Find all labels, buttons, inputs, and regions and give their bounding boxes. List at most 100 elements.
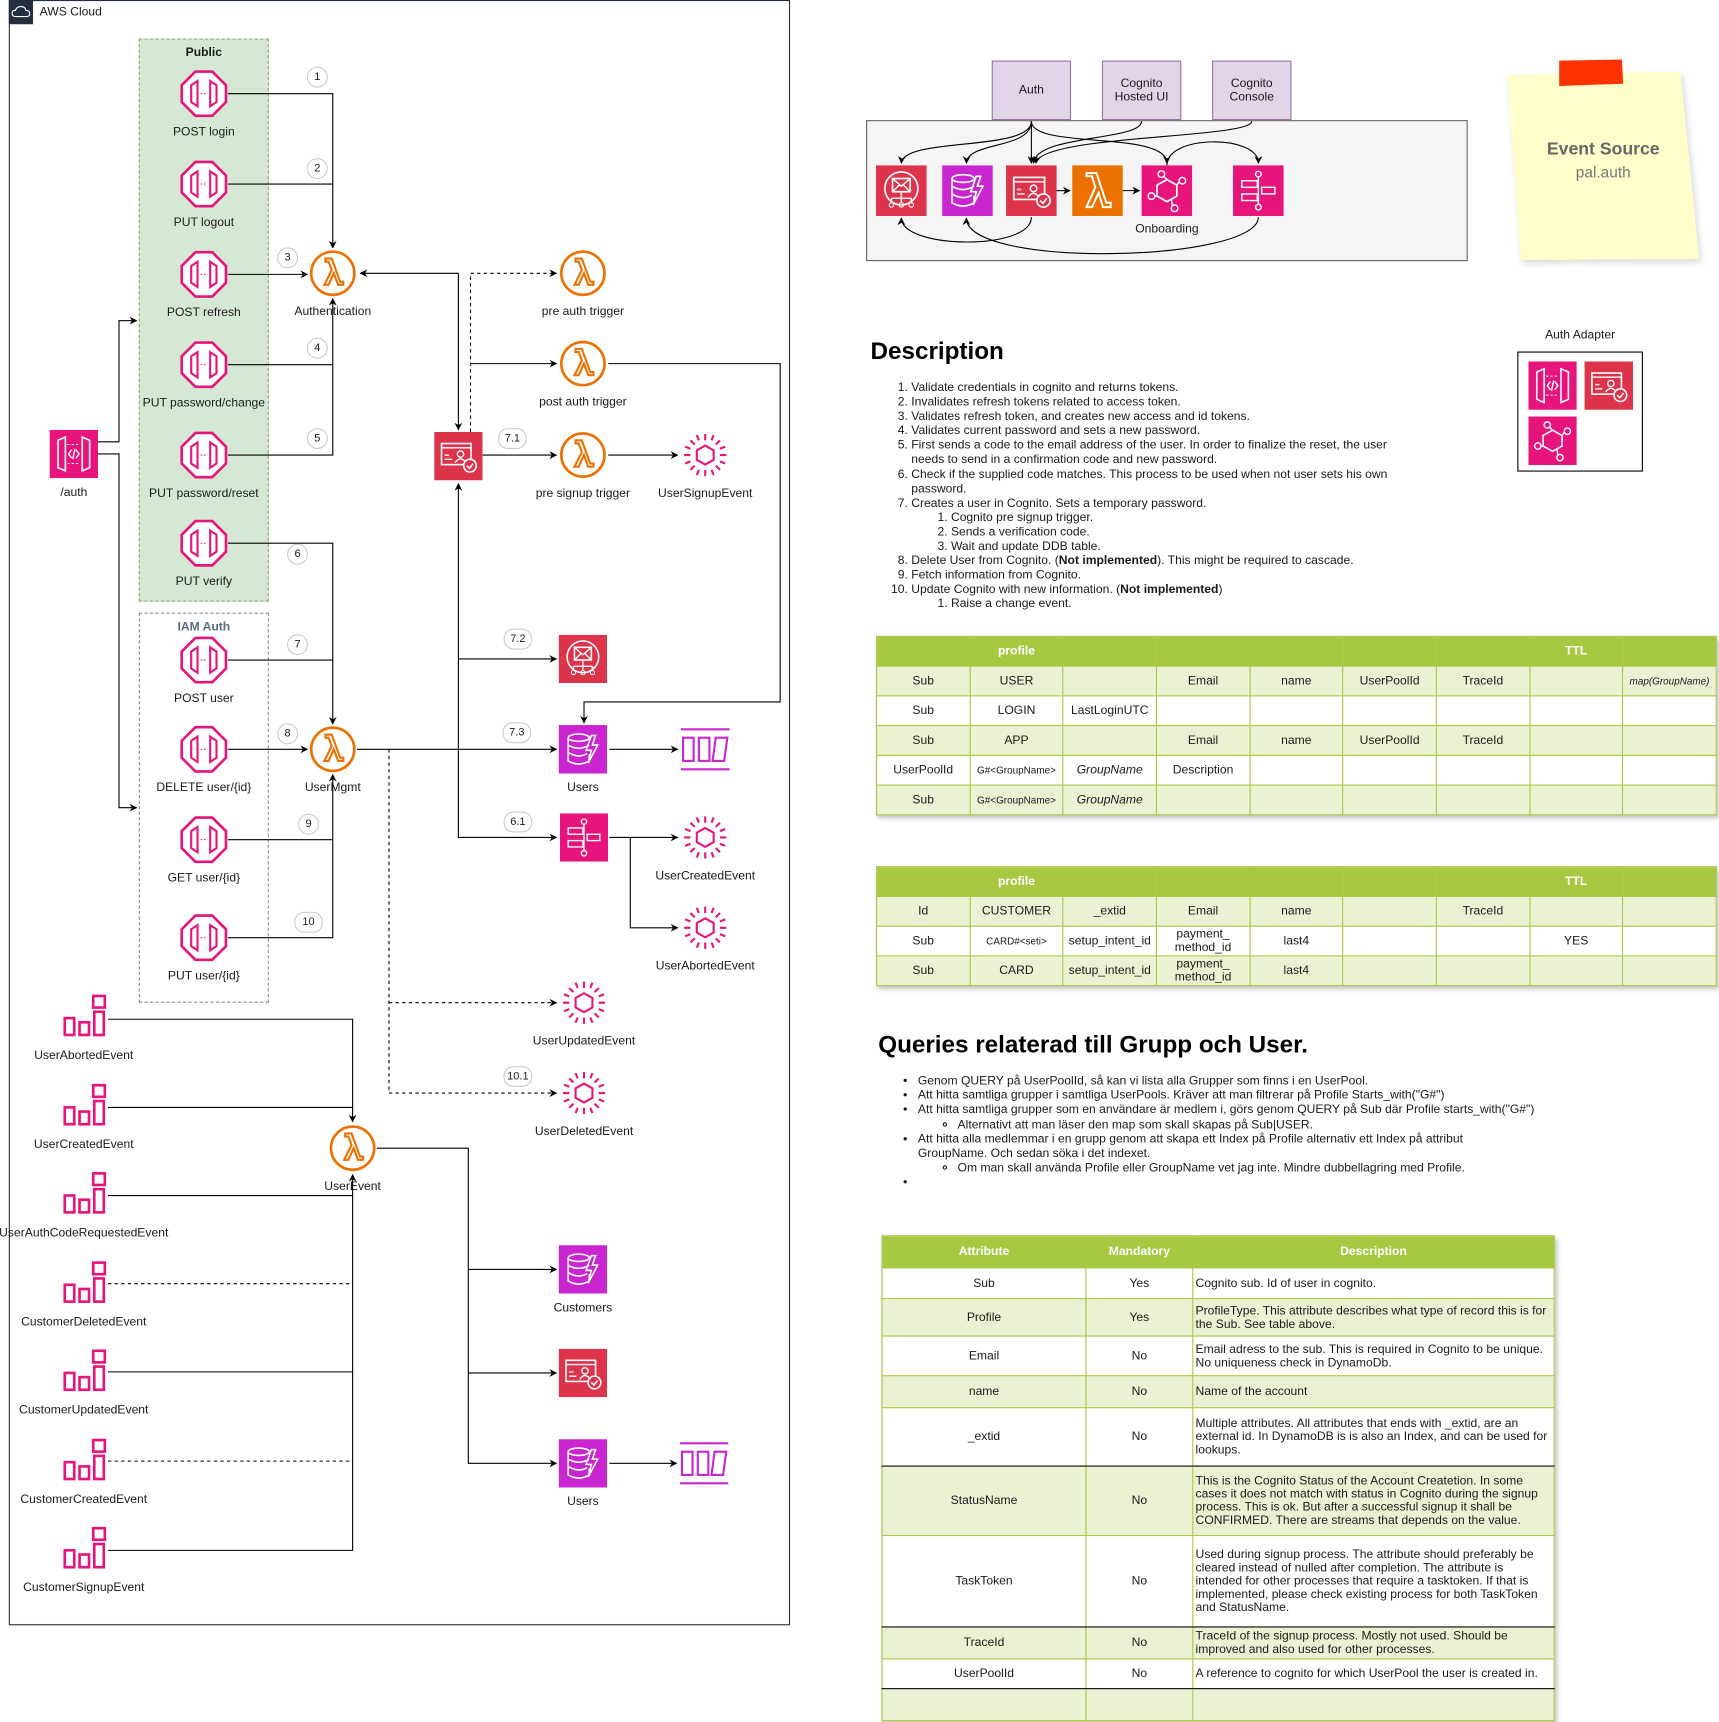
endpoint-post-user[interactable]: POST user <box>174 636 234 705</box>
event-user-updated[interactable]: UserUpdatedEvent <box>533 978 635 1048</box>
adapter-api-gateway[interactable] <box>1528 361 1576 409</box>
table-cell: StatusName <box>881 1465 1087 1537</box>
event-bars-icon <box>60 1082 108 1130</box>
step-functions-icon <box>1233 165 1284 216</box>
eventbridge-icon <box>1142 165 1193 216</box>
endpoint-put-password-change[interactable]: PUT password/change <box>143 340 265 410</box>
endpoint-label: GET user/{id} <box>167 871 241 885</box>
table-cell: This is the Cognito Status of the Accoun… <box>1192 1465 1555 1537</box>
lambda-icon <box>559 249 607 297</box>
lambda-label: post auth trigger <box>539 395 627 409</box>
endpoint-put-verify[interactable]: PUT verify <box>176 519 232 588</box>
incoming-event-label: UserAbortedEvent <box>34 1049 134 1063</box>
event-user-aborted[interactable]: UserAbortedEvent <box>656 904 755 973</box>
incoming-event-label: CustomerUpdatedEvent <box>19 1403 149 1418</box>
endpoint-put-password-reset[interactable]: PUT password/reset <box>149 431 259 500</box>
overview-cognito[interactable] <box>1006 165 1057 216</box>
event-icon <box>681 904 729 952</box>
cognito-user-pool[interactable] <box>434 432 482 480</box>
event-user-signup[interactable]: UserSignupEvent <box>658 431 752 500</box>
overview-step-functions[interactable] <box>1233 165 1284 216</box>
endpoint-put-logout[interactable]: PUT logout <box>174 160 234 229</box>
client-auth[interactable]: Auth <box>991 60 1072 121</box>
api-endpoint-icon <box>180 160 228 208</box>
ses-email-icon <box>876 165 927 216</box>
event-user-deleted[interactable]: UserDeletedEvent <box>535 1069 633 1138</box>
lambda-authentication[interactable]: Authentication <box>294 249 371 318</box>
client-cognito-hosted-ui[interactable]: Cognito Hosted UI <box>1101 60 1182 121</box>
store-label: Customers <box>553 1301 613 1315</box>
table-cell: name <box>881 1375 1087 1409</box>
column-header <box>1249 635 1344 667</box>
endpoint-delete-user[interactable]: DELETE user/{id} <box>156 725 251 794</box>
adapter-eventbridge[interactable] <box>1528 414 1576 467</box>
table-cell <box>1528 784 1624 816</box>
overview-dynamodb[interactable] <box>942 165 993 216</box>
table-cell <box>881 1688 1087 1722</box>
table-cell: Sub <box>876 695 971 727</box>
table-cell: USER <box>969 665 1064 697</box>
table-cell: No <box>1085 1375 1194 1409</box>
ses-service[interactable] <box>559 635 607 683</box>
lambda-usermgmt[interactable]: UserMgmt <box>305 725 361 794</box>
client-cognito-console[interactable]: Cognito Console <box>1212 60 1292 121</box>
query-sublist: Om man skall använda Profile eller Group… <box>918 1162 1535 1177</box>
kinesis-stream-bottom[interactable] <box>680 1439 728 1487</box>
lambda-userevent[interactable]: UserEvent <box>324 1124 381 1193</box>
overview-lambda[interactable] <box>1072 165 1123 216</box>
step-functions-icon <box>560 813 608 861</box>
table-row: Sub CARD setup_intent_id payment_ method_id… <box>876 955 1717 987</box>
table-cell: Name of the account <box>1192 1375 1555 1409</box>
table-cell: name <box>1249 895 1344 927</box>
api-gateway-icon <box>50 430 98 478</box>
table-header-row: profile TTL <box>876 866 1717 897</box>
event-bars-icon <box>60 1437 108 1485</box>
incoming-event[interactable]: UserAuthCodeRequestedEvent <box>0 1170 168 1240</box>
endpoint-label: PUT password/change <box>142 396 266 410</box>
incoming-event[interactable]: CustomerSignupEvent <box>23 1525 144 1594</box>
endpoint-label: DELETE user/{id} <box>156 781 252 795</box>
adapter-cognito[interactable] <box>1585 361 1633 409</box>
step-number: 9 <box>298 813 320 835</box>
lambda-pre-signup-trigger[interactable]: pre signup trigger <box>536 431 630 500</box>
dynamodb-users-bottom[interactable]: Users <box>559 1439 607 1509</box>
overview-ses[interactable] <box>876 165 927 216</box>
column-header <box>1249 866 1344 897</box>
query-sublist: Alternativt att man läser den map som sk… <box>918 1118 1535 1133</box>
step-number: 6.1 <box>503 811 533 833</box>
step-functions[interactable] <box>560 813 608 861</box>
incoming-event[interactable]: UserCreatedEvent <box>34 1082 134 1151</box>
incoming-event[interactable]: CustomerDeletedEvent <box>21 1259 146 1329</box>
event-label: UserDeletedEvent <box>534 1125 634 1139</box>
incoming-event[interactable]: UserAbortedEvent <box>34 993 133 1062</box>
description-sublist: Cognito pre signup trigger.Sends a verif… <box>911 511 1418 554</box>
overview-eventbridge-onboarding[interactable]: Onboarding <box>1135 165 1199 236</box>
api-gateway-auth[interactable]: /auth <box>50 430 98 499</box>
lambda-icon <box>559 431 607 479</box>
dynamodb-customers[interactable]: Customers <box>554 1245 612 1315</box>
endpoint-put-user[interactable]: PUT user/{id} <box>168 913 240 983</box>
incoming-event[interactable]: CustomerCreatedEvent <box>20 1437 147 1506</box>
sticky-title: Event Source <box>1546 139 1660 159</box>
dynamodb-users[interactable]: Users <box>559 725 607 794</box>
incoming-event-label: CustomerDeletedEvent <box>21 1315 147 1329</box>
incoming-event[interactable]: CustomerUpdatedEvent <box>19 1348 148 1417</box>
endpoint-post-refresh[interactable]: POST refresh <box>167 250 241 320</box>
lambda-post-auth-trigger[interactable]: post auth trigger <box>539 339 627 409</box>
endpoint-get-user[interactable]: GET user/{id} <box>168 815 240 885</box>
table-cell <box>1155 784 1251 816</box>
table-cell <box>1342 925 1437 957</box>
column-header <box>1622 635 1717 667</box>
kinesis-stream[interactable] <box>681 725 729 773</box>
lambda-pre-auth-trigger[interactable]: pre auth trigger <box>542 249 624 318</box>
column-header: Description <box>1192 1235 1555 1269</box>
event-user-created[interactable]: UserCreatedEvent <box>655 813 755 883</box>
cognito-user-pool-bottom[interactable] <box>559 1349 607 1397</box>
api-gateway-icon <box>1528 361 1576 409</box>
table-row: TaskToken No Used during signup process. T… <box>881 1534 1555 1628</box>
endpoint-post-login[interactable]: POST login <box>173 69 235 139</box>
column-header <box>1155 635 1251 667</box>
table-cell <box>1062 725 1157 756</box>
column-header <box>1342 635 1437 667</box>
